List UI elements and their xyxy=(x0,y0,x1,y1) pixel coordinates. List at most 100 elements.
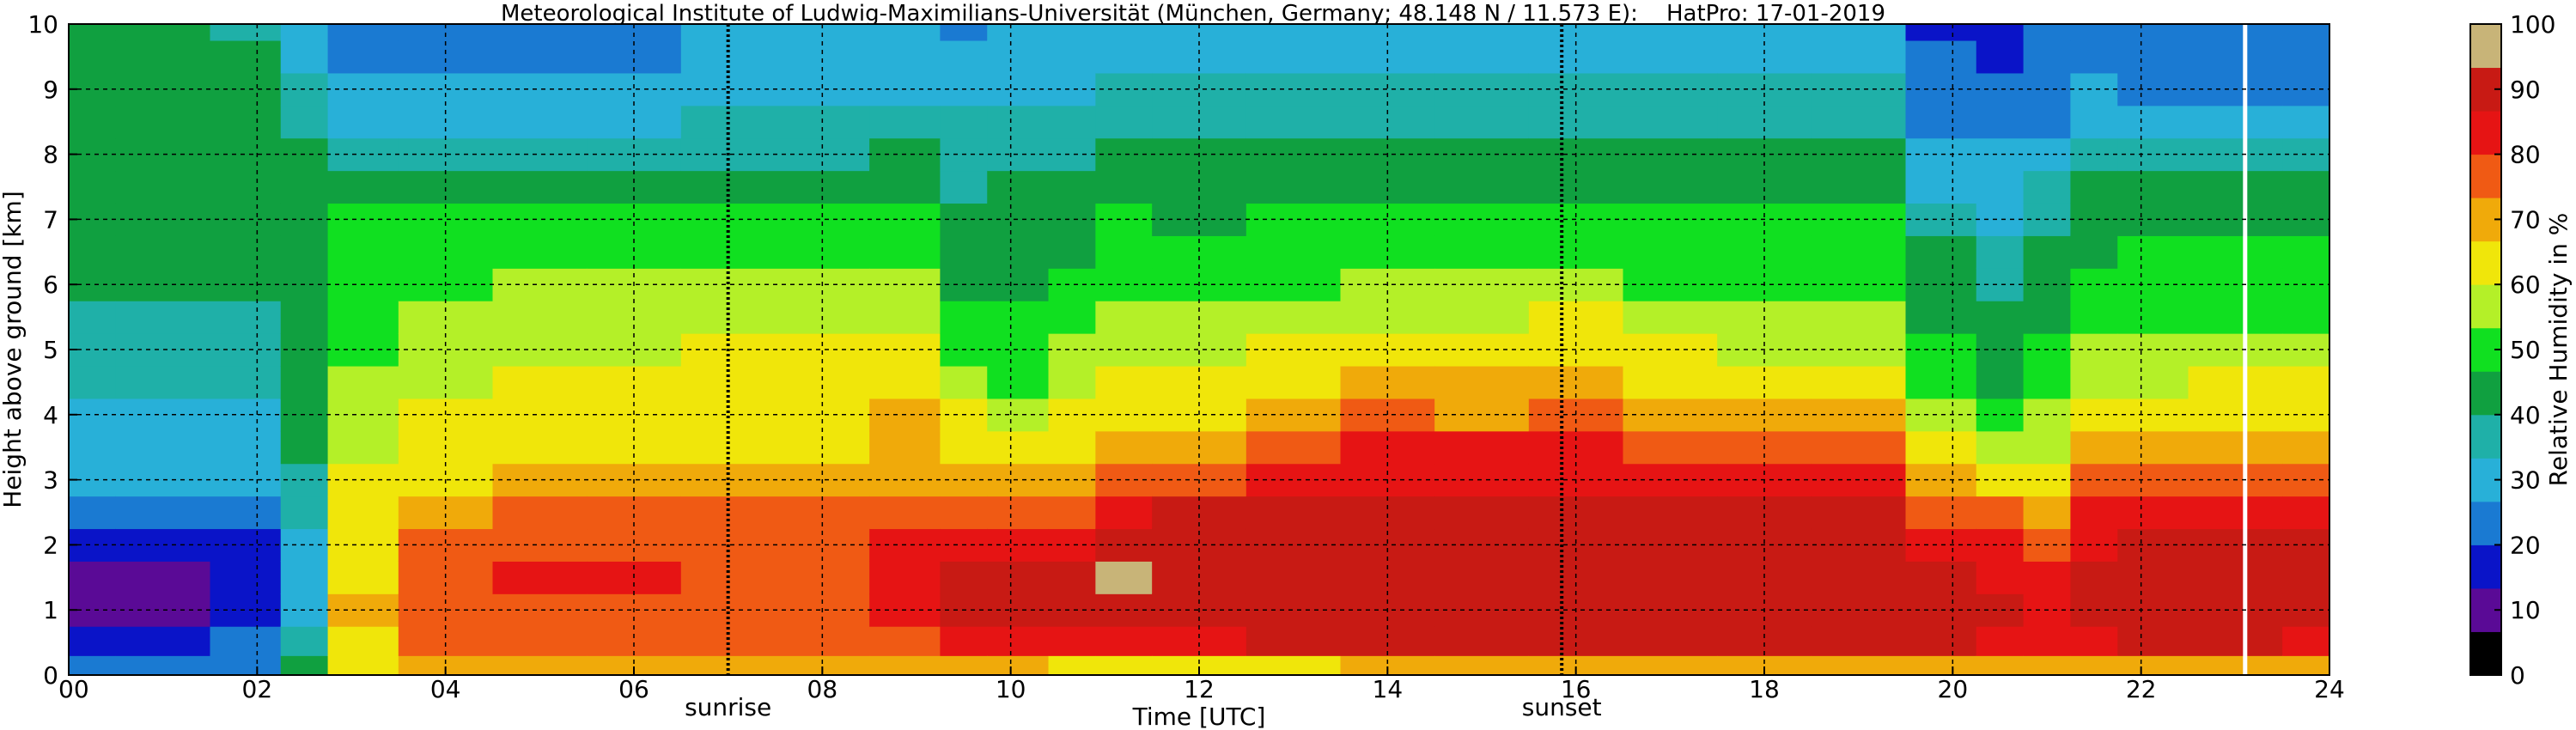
heatmap-cell xyxy=(2117,365,2189,399)
heatmap-cell xyxy=(1048,235,1096,269)
heatmap-cell xyxy=(210,105,282,139)
heatmap-cell xyxy=(2070,105,2118,139)
heatmap-cell xyxy=(1095,24,1153,41)
heatmap-cell xyxy=(2023,105,2072,139)
heatmap-cell xyxy=(1095,561,1153,594)
heatmap-cell xyxy=(327,365,399,399)
heatmap-cell xyxy=(2070,463,2118,497)
heatmap-cell xyxy=(492,105,588,139)
heatmap-cell xyxy=(2282,430,2330,465)
heatmap-cell xyxy=(210,235,282,269)
heatmap-cell xyxy=(280,655,329,676)
heatmap-cell xyxy=(1048,24,1096,41)
heatmap-cell xyxy=(869,301,941,334)
heatmap-cell xyxy=(1976,301,2025,334)
heatmap-cell xyxy=(2070,528,2118,562)
heatmap-cell xyxy=(1976,398,2025,432)
heatmap-cell xyxy=(2070,593,2118,627)
heatmap-cell xyxy=(2023,235,2072,269)
heatmap-cell xyxy=(2282,626,2330,656)
colorbar-tick-label: 30 xyxy=(2510,466,2541,495)
heatmap-cell xyxy=(1245,40,1342,74)
heatmap-cell xyxy=(1811,40,1907,74)
heatmap-cell xyxy=(1811,655,1907,676)
x-axis-label: Time [UTC] xyxy=(1132,703,1266,730)
heatmap-cell xyxy=(987,365,1050,399)
heatmap-cell xyxy=(2070,655,2118,676)
heatmap-cell xyxy=(2070,203,2118,236)
heatmap-cells xyxy=(69,24,2330,676)
heatmap-cell xyxy=(115,655,211,676)
heatmap-cell xyxy=(280,561,329,594)
heatmap-cell xyxy=(2117,626,2189,656)
heatmap-cell xyxy=(1245,301,1342,334)
heatmap-cell xyxy=(2282,235,2330,269)
heatmap-cell xyxy=(869,626,941,656)
heatmap-cell xyxy=(940,626,988,656)
heatmap-cell xyxy=(1434,301,1530,334)
heatmap-cell xyxy=(492,561,588,594)
heatmap-cell xyxy=(327,561,399,594)
heatmap-cell xyxy=(940,170,988,204)
heatmap-cell xyxy=(2023,40,2072,74)
heatmap-cell xyxy=(987,24,1050,41)
heatmap-cell xyxy=(1048,398,1096,432)
heatmap-cell xyxy=(869,365,941,399)
heatmap-cell xyxy=(2188,561,2283,594)
heatmap-cell xyxy=(1048,268,1096,301)
heatmap-cell xyxy=(940,105,988,139)
heatmap-cell xyxy=(1905,24,1977,41)
heatmap-cell xyxy=(115,235,211,269)
heatmap-cell xyxy=(280,105,329,139)
heatmap-cell xyxy=(1245,561,1342,594)
heatmap-cell xyxy=(987,235,1050,269)
heatmap-cell xyxy=(327,626,399,656)
heatmap-cell xyxy=(1905,301,1977,334)
colorbar-segment xyxy=(2470,501,2501,545)
heatmap-cell xyxy=(2070,137,2118,172)
heatmap-cell xyxy=(2070,398,2118,432)
heatmap-cell xyxy=(2117,40,2189,74)
heatmap-cell xyxy=(1811,365,1907,399)
heatmap-cell xyxy=(1095,235,1153,269)
heatmap-cell xyxy=(2070,333,2118,367)
heatmap-cell xyxy=(680,496,776,530)
heatmap-cell xyxy=(1976,496,2025,530)
heatmap-cell xyxy=(1905,170,1977,204)
heatmap-cell xyxy=(2117,463,2189,497)
colorbar-tick-label: 50 xyxy=(2510,336,2541,364)
colorbar: 0 10 20 30 40 50 60 70 80 90 100 xyxy=(2469,10,2555,690)
heatmap-cell xyxy=(680,24,776,41)
heatmap-cell xyxy=(940,301,988,334)
heatmap-cell xyxy=(1976,268,2025,301)
heatmap-cell xyxy=(2070,170,2118,204)
heatmap-cell xyxy=(1976,40,2025,74)
heatmap-cell xyxy=(1245,105,1342,139)
heatmap-cell xyxy=(1976,528,2025,562)
heatmap-cell xyxy=(2023,561,2072,594)
heatmap-cell xyxy=(987,170,1050,204)
heatmap-cell xyxy=(1245,626,1342,656)
heatmap-cell xyxy=(2282,496,2330,530)
heatmap-cell xyxy=(2070,24,2118,41)
heatmap-cell xyxy=(69,301,117,334)
heatmap-cell xyxy=(987,301,1050,334)
heatmap-cell xyxy=(210,430,282,465)
x-tick-label: 00 xyxy=(58,675,89,703)
heatmap-cell xyxy=(1245,170,1342,204)
heatmap-cell xyxy=(1152,24,1247,41)
heatmap-cell xyxy=(280,301,329,334)
heatmap-cell xyxy=(2282,561,2330,594)
heatmap-cell xyxy=(587,24,682,41)
heatmap-cell xyxy=(1095,655,1153,676)
heatmap-cell xyxy=(69,496,117,530)
heatmap-cell xyxy=(1905,365,1977,399)
heatmap-cell xyxy=(1811,235,1907,269)
y-tick-label: 2 xyxy=(43,531,58,559)
heatmap-cell xyxy=(1623,496,1718,530)
heatmap-cell xyxy=(1976,203,2025,236)
heatmap-cell xyxy=(869,40,941,74)
heatmap-cell xyxy=(1976,463,2025,497)
heatmap-cell xyxy=(492,430,588,465)
